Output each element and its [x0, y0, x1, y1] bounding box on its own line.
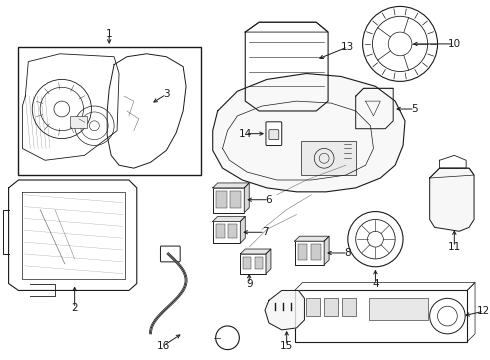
Polygon shape — [265, 291, 304, 330]
Bar — [213, 188, 245, 212]
Text: 2: 2 — [72, 303, 78, 313]
Bar — [311, 244, 321, 260]
Bar — [297, 244, 307, 260]
Text: 9: 9 — [246, 279, 252, 289]
Text: 5: 5 — [412, 104, 418, 114]
FancyBboxPatch shape — [301, 140, 356, 175]
Polygon shape — [213, 216, 245, 221]
FancyBboxPatch shape — [269, 130, 279, 140]
Text: 4: 4 — [372, 279, 379, 289]
Polygon shape — [266, 249, 271, 274]
Bar — [368, 298, 428, 320]
Bar — [294, 241, 324, 265]
Polygon shape — [213, 183, 249, 188]
Bar — [19, 47, 201, 175]
Text: 6: 6 — [266, 195, 272, 205]
Text: 7: 7 — [262, 227, 269, 237]
Bar — [216, 191, 226, 208]
Text: 13: 13 — [341, 42, 354, 52]
Bar — [244, 257, 251, 269]
Bar — [216, 224, 224, 238]
Bar — [255, 257, 263, 269]
Polygon shape — [294, 236, 329, 241]
Polygon shape — [245, 183, 249, 212]
Bar — [294, 291, 467, 342]
Bar — [213, 221, 240, 243]
Polygon shape — [430, 168, 474, 231]
FancyBboxPatch shape — [70, 116, 88, 128]
FancyBboxPatch shape — [160, 246, 180, 262]
Text: 10: 10 — [448, 39, 461, 49]
Text: 3: 3 — [163, 89, 170, 99]
Bar — [240, 254, 266, 274]
Polygon shape — [213, 73, 405, 192]
Text: 14: 14 — [239, 129, 252, 139]
Text: 11: 11 — [448, 242, 461, 252]
Text: 12: 12 — [477, 306, 490, 316]
Bar — [230, 191, 241, 208]
Text: 1: 1 — [106, 29, 113, 39]
Polygon shape — [240, 216, 245, 243]
Bar — [342, 298, 356, 316]
Text: 16: 16 — [157, 341, 170, 351]
Text: 8: 8 — [344, 248, 351, 258]
Text: 15: 15 — [280, 341, 294, 351]
Bar — [306, 298, 320, 316]
FancyBboxPatch shape — [266, 122, 282, 145]
Polygon shape — [324, 236, 329, 265]
Bar — [228, 224, 237, 238]
Polygon shape — [240, 249, 271, 254]
Bar — [324, 298, 338, 316]
